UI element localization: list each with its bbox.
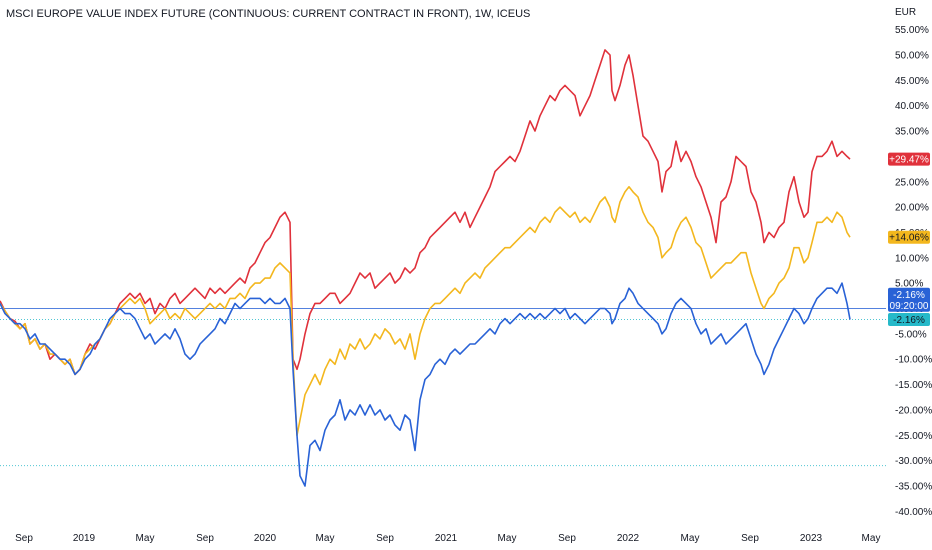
x-tick-label: May xyxy=(862,533,881,544)
series-line-0 xyxy=(0,49,851,376)
price-badge-bg xyxy=(888,230,930,244)
series-line-1 xyxy=(0,186,851,437)
series-layer xyxy=(0,49,851,487)
x-tick-label: Sep xyxy=(376,533,394,544)
series-line-2 xyxy=(0,282,851,487)
y-tick-label: -30.00% xyxy=(895,456,932,467)
x-tick-label: 2021 xyxy=(435,533,458,544)
y-tick-label: 35.00% xyxy=(895,127,929,138)
price-badge-value: -2.16% xyxy=(893,315,925,326)
x-tick-label: May xyxy=(316,533,335,544)
y-axis: EUR 55.00%50.00%45.00%40.00%35.00%30.00%… xyxy=(895,7,932,518)
x-tick-label: May xyxy=(681,533,700,544)
y-tick-label: -20.00% xyxy=(895,405,932,416)
chart-title: MSCI EUROPE VALUE INDEX FUTURE (CONTINUO… xyxy=(6,8,531,20)
y-tick-label: -5.00% xyxy=(895,329,927,340)
x-tick-label: Sep xyxy=(15,533,33,544)
y-tick-label: 50.00% xyxy=(895,51,929,62)
x-tick-label: Sep xyxy=(558,533,576,544)
x-tick-label: Sep xyxy=(741,533,759,544)
price-badge-value: +14.06% xyxy=(889,233,929,244)
x-tick-label: Sep xyxy=(196,533,214,544)
y-tick-label: -40.00% xyxy=(895,507,932,518)
x-tick-label: May xyxy=(498,533,517,544)
y-tick-label: 20.00% xyxy=(895,203,929,214)
y-tick-label: -25.00% xyxy=(895,431,932,442)
x-tick-label: May xyxy=(136,533,155,544)
y-tick-label: 45.00% xyxy=(895,76,929,87)
y-tick-label: 40.00% xyxy=(895,101,929,112)
price-badge-bg xyxy=(888,312,930,326)
y-tick-label: -35.00% xyxy=(895,481,932,492)
x-tick-label: 2019 xyxy=(73,533,96,544)
x-axis: Sep 2019 May Sep 2020 May Sep 2021 May Sep 2022 May… xyxy=(15,533,880,544)
y-tick-label: 5.00% xyxy=(895,279,923,290)
currency-label: EUR xyxy=(895,7,916,18)
y-tick-label: 55.00% xyxy=(895,25,929,36)
x-tick-label: 2023 xyxy=(800,533,823,544)
price-badge-value: +29.47% xyxy=(889,155,929,166)
x-tick-label: 2020 xyxy=(254,533,277,544)
price-badge-1: +14.06% xyxy=(888,230,930,244)
price-badge-bg xyxy=(888,287,930,312)
y-tick-label: 25.00% xyxy=(895,177,929,188)
price-badge-3: -2.16% xyxy=(888,312,930,326)
price-labels: +29.47%+14.06%-2.16%09:20:00-2.16% xyxy=(888,152,930,326)
price-badge-value: -2.16% xyxy=(893,290,925,301)
y-tick-label: 10.00% xyxy=(895,253,929,264)
x-tick-label: 2022 xyxy=(617,533,640,544)
price-badge-2: -2.16%09:20:00 xyxy=(888,287,930,312)
reference-lines xyxy=(0,308,886,467)
price-badge-0: +29.47% xyxy=(888,152,930,166)
y-tick-label: -15.00% xyxy=(895,380,932,391)
price-badge-time: 09:20:00 xyxy=(890,301,929,312)
y-tick-label: -10.00% xyxy=(895,355,932,366)
price-badge-bg xyxy=(888,152,930,166)
